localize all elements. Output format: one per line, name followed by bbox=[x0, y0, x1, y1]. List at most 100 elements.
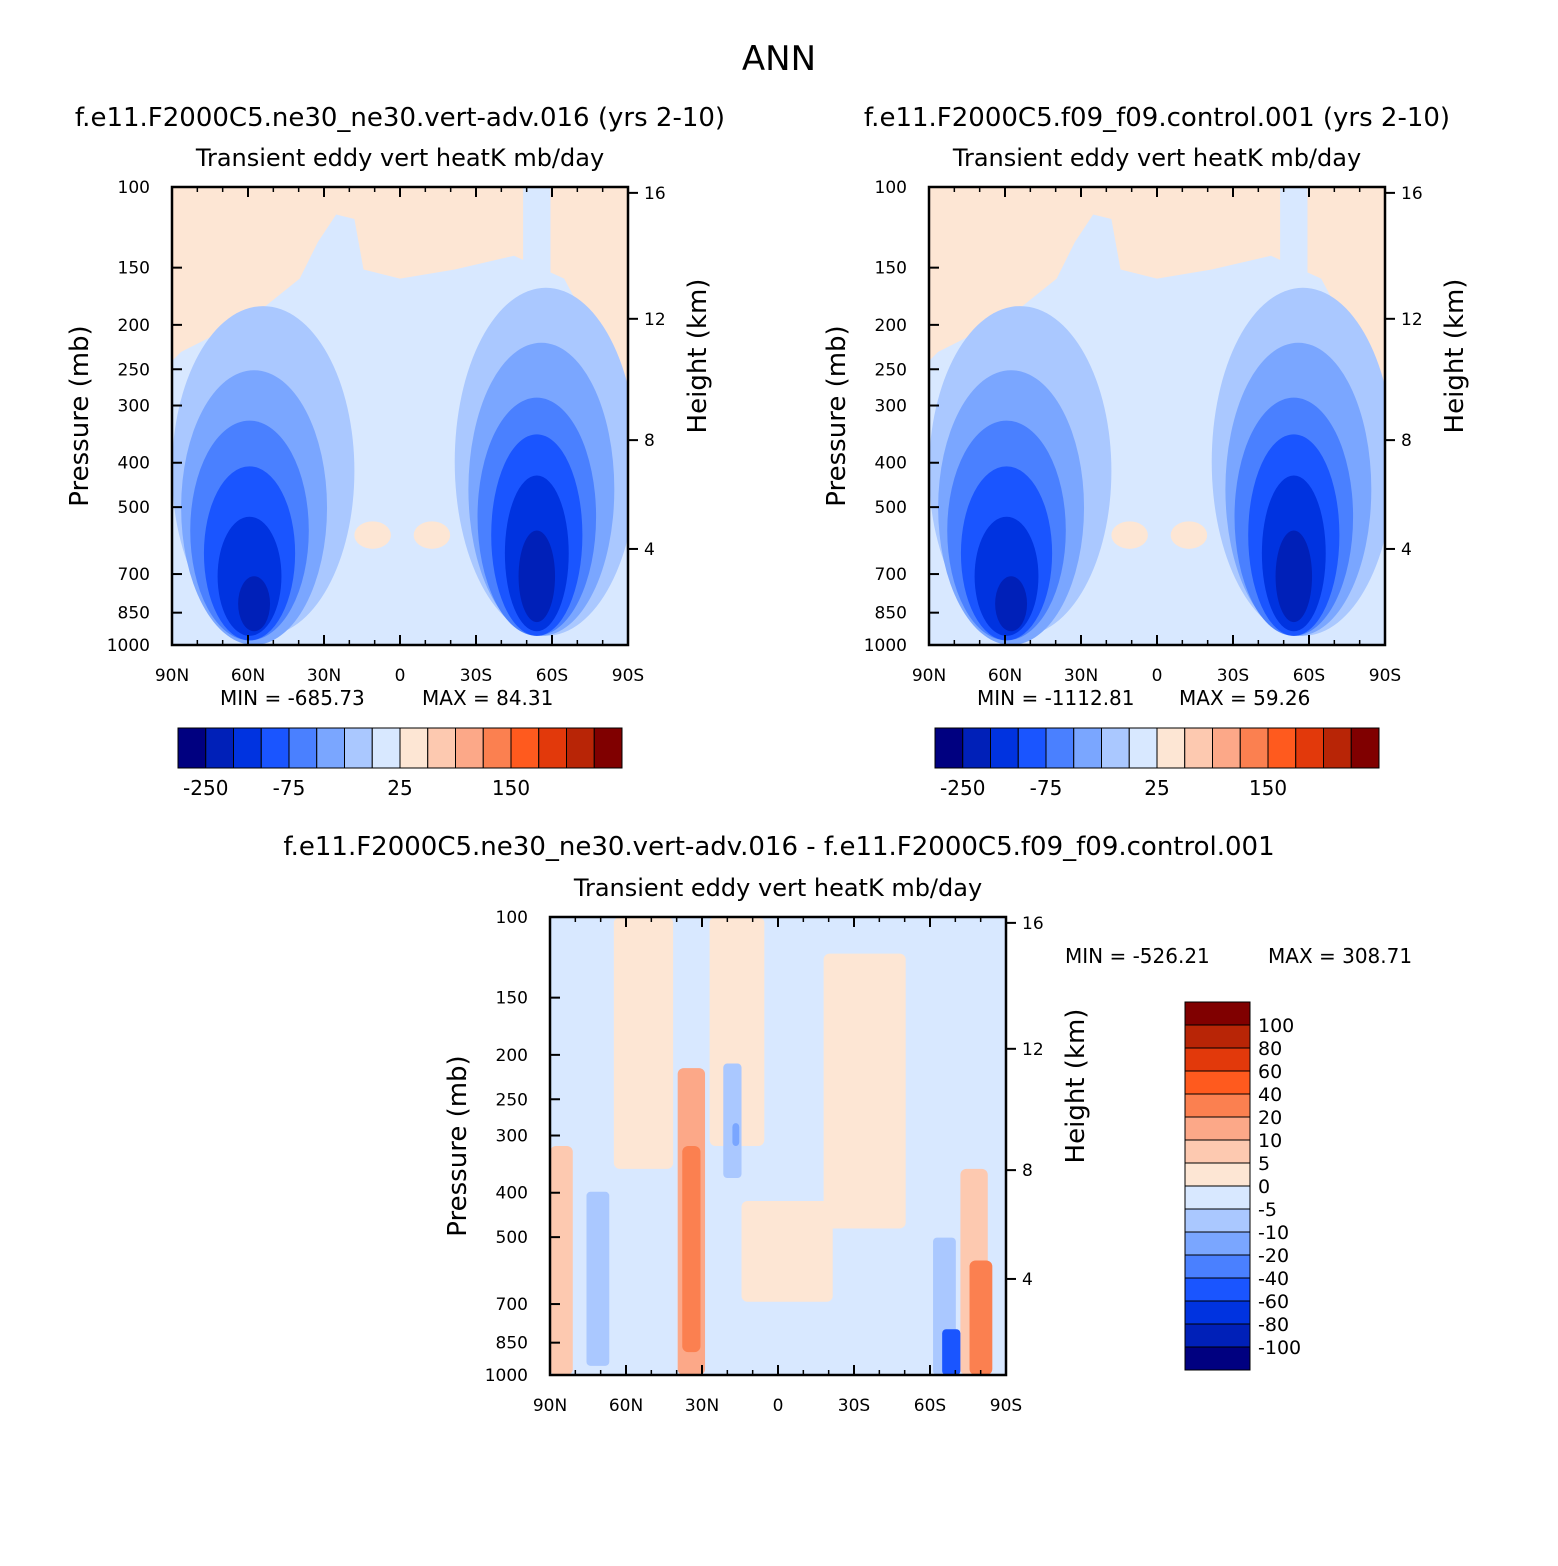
x-tick-label: 60N bbox=[988, 666, 1022, 686]
field-diff-band bbox=[969, 1260, 993, 1375]
colorbar-swatch bbox=[482, 727, 512, 769]
x-tick-label: 90S bbox=[1369, 666, 1401, 686]
colorbar-swatch bbox=[538, 727, 567, 769]
colorbar-swatch bbox=[1073, 727, 1102, 769]
colorbar-swatch bbox=[427, 727, 456, 769]
x-tick-label: 30N bbox=[685, 1396, 719, 1416]
colorbar-label: -10 bbox=[1258, 1222, 1289, 1244]
field-positive-strat bbox=[172, 187, 628, 471]
colorbar-swatch bbox=[510, 727, 540, 769]
y2-tick-label: 8 bbox=[1022, 1161, 1033, 1181]
field-diff-negative bbox=[942, 1329, 961, 1375]
colorbar-swatch bbox=[1323, 727, 1352, 769]
colorbar-swatch bbox=[1184, 1024, 1251, 1049]
colorbar-swatch bbox=[1184, 1346, 1251, 1371]
colorbar-label: 100 bbox=[1258, 1015, 1294, 1037]
y-tick-label: 1000 bbox=[485, 1366, 528, 1386]
colorbar-label: -75 bbox=[273, 776, 306, 800]
colorbar-swatch bbox=[1184, 1208, 1251, 1233]
colorbar-label: -80 bbox=[1258, 1314, 1289, 1336]
colorbar-swatch bbox=[934, 727, 964, 769]
x-tick-label: 90N bbox=[533, 1396, 567, 1416]
max-label: MAX = 308.71 bbox=[1268, 944, 1412, 968]
y2-tick-label: 16 bbox=[1022, 914, 1044, 934]
colorbar-swatch bbox=[455, 727, 484, 769]
field-tropical-positive bbox=[1170, 521, 1208, 549]
y-tick-label: 200 bbox=[496, 1046, 528, 1066]
colorbar-label: 5 bbox=[1258, 1153, 1270, 1175]
colorbar-label: 60 bbox=[1258, 1061, 1282, 1083]
colorbar-label: 25 bbox=[387, 776, 412, 800]
colorbar-swatch bbox=[1101, 727, 1130, 769]
y2-tick-label: 12 bbox=[1401, 310, 1423, 330]
y-tick-label: 500 bbox=[118, 498, 150, 518]
colorbar-swatch bbox=[1184, 1185, 1251, 1210]
y-axis-label: Pressure (mb) bbox=[443, 1055, 473, 1236]
colorbar-label: 40 bbox=[1258, 1084, 1282, 1106]
x-tick-label: 0 bbox=[1152, 666, 1163, 686]
colorbar-label: 150 bbox=[1249, 776, 1287, 800]
y-tick-label: 200 bbox=[118, 316, 150, 336]
y-tick-label: 850 bbox=[875, 604, 907, 624]
field-positive-strat bbox=[929, 187, 1385, 471]
colorbar-swatch bbox=[399, 727, 429, 769]
panel-subtitle: Transient eddy vert heatK mb/day bbox=[573, 874, 982, 902]
panel-1: f.e11.F2000C5.ne30_ne30.vert-adv.016 (yr… bbox=[65, 103, 725, 800]
panel-2: f.e11.F2000C5.f09_f09.control.001 (yrs 2… bbox=[822, 103, 1470, 800]
colorbar-swatch bbox=[1156, 727, 1186, 769]
colorbar-swatch bbox=[566, 727, 595, 769]
x-tick-label: 60N bbox=[231, 666, 265, 686]
colorbar-swatch bbox=[1184, 1139, 1251, 1164]
y-tick-label: 500 bbox=[496, 1228, 528, 1248]
field-diff-band bbox=[709, 917, 765, 1146]
colorbar-label: 10 bbox=[1258, 1130, 1282, 1152]
field-diff-negative bbox=[723, 1063, 742, 1179]
x-tick-label: 60S bbox=[536, 666, 568, 686]
field-diff-negative bbox=[586, 1191, 610, 1366]
y-tick-label: 100 bbox=[496, 908, 528, 928]
colorbar-swatch bbox=[1184, 1093, 1251, 1118]
colorbar-swatch bbox=[233, 727, 262, 769]
field-nh-storm-track bbox=[238, 576, 271, 632]
colorbar-swatch bbox=[205, 727, 234, 769]
colorbar-swatch bbox=[1184, 727, 1213, 769]
colorbar-swatch bbox=[1045, 727, 1075, 769]
colorbar-swatch bbox=[260, 727, 290, 769]
page-title: ANN bbox=[742, 39, 816, 79]
y-tick-label: 150 bbox=[118, 259, 150, 279]
y-tick-label: 250 bbox=[118, 360, 150, 380]
colorbar-swatch bbox=[1267, 727, 1297, 769]
y-axis-label: Pressure (mb) bbox=[65, 325, 95, 506]
field-diff-band bbox=[741, 1200, 833, 1302]
x-tick-label: 60S bbox=[914, 1396, 946, 1416]
y-tick-label: 500 bbox=[875, 498, 907, 518]
colorbar-swatch bbox=[371, 727, 401, 769]
y-tick-label: 150 bbox=[496, 989, 528, 1009]
y-tick-label: 1000 bbox=[107, 636, 150, 656]
max-label: MAX = 84.31 bbox=[422, 686, 553, 710]
y-tick-label: 300 bbox=[118, 397, 150, 417]
field-tropical-positive bbox=[1111, 521, 1148, 549]
y2-tick-label: 16 bbox=[1401, 184, 1423, 204]
field-tropical-positive bbox=[413, 521, 451, 549]
y2-tick-label: 12 bbox=[644, 310, 666, 330]
field-sh-storm-track bbox=[1275, 530, 1313, 623]
y-tick-label: 100 bbox=[875, 178, 907, 198]
min-label: MIN = -1112.81 bbox=[977, 686, 1135, 710]
x-tick-label: 90N bbox=[155, 666, 189, 686]
y-tick-label: 850 bbox=[496, 1334, 528, 1354]
colorbar-swatch bbox=[1350, 727, 1380, 769]
colorbar: -250 -75 25 150 bbox=[177, 727, 623, 800]
y2-axis-label: Height (km) bbox=[1061, 1009, 1091, 1164]
y-tick-label: 300 bbox=[496, 1127, 528, 1147]
x-tick-label: 60S bbox=[1293, 666, 1325, 686]
y-tick-label: 300 bbox=[875, 397, 907, 417]
colorbar-label: -250 bbox=[183, 776, 228, 800]
y-tick-label: 100 bbox=[118, 178, 150, 198]
field-strat-intrusion bbox=[523, 187, 551, 288]
colorbar-label: 20 bbox=[1258, 1107, 1282, 1129]
panel-title: f.e11.F2000C5.ne30_ne30.vert-adv.016 - f… bbox=[283, 832, 1274, 862]
y2-axis-label: Height (km) bbox=[683, 279, 713, 434]
